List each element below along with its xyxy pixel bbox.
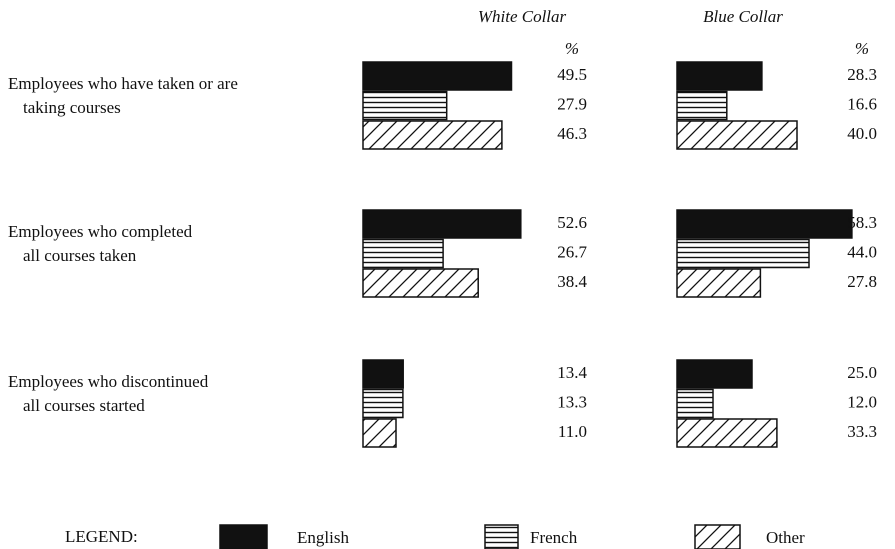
- unit-label: %: [855, 39, 869, 58]
- bar: [362, 359, 404, 389]
- bar: [362, 61, 513, 91]
- bar: [362, 388, 404, 419]
- bar: [676, 268, 762, 298]
- bar: [676, 238, 810, 269]
- bar: [676, 209, 853, 239]
- value-label: 52.6: [557, 213, 587, 232]
- legend-label: English: [297, 528, 349, 547]
- value-label: 27.9: [557, 94, 587, 113]
- bar: [676, 359, 753, 389]
- value-label: 38.4: [557, 272, 587, 291]
- value-label: 13.4: [557, 363, 587, 382]
- value-label: 28.3: [847, 65, 877, 84]
- panel-title: White Collar: [478, 7, 567, 26]
- category-label: all courses taken: [23, 246, 137, 265]
- unit-label: %: [565, 39, 579, 58]
- bar: [362, 418, 397, 448]
- value-label: 33.3: [847, 422, 877, 441]
- bar: [676, 120, 798, 150]
- value-label: 49.5: [557, 65, 587, 84]
- category-label: taking courses: [23, 98, 121, 117]
- panel-title: Blue Collar: [703, 7, 783, 26]
- bar: [676, 90, 728, 121]
- legend-label: French: [530, 528, 578, 547]
- value-label: 13.3: [557, 392, 587, 411]
- value-label: 12.0: [847, 392, 877, 411]
- legend-swatch: [219, 524, 268, 549]
- value-label: 11.0: [558, 422, 587, 441]
- category-label: Employees who discontinued: [8, 372, 209, 391]
- bar: [676, 61, 763, 91]
- value-label: 44.0: [847, 242, 877, 261]
- category-label: Employees who completed: [8, 222, 193, 241]
- legend-label: Other: [766, 528, 805, 547]
- bar: [362, 268, 479, 298]
- value-label: 46.3: [557, 124, 587, 143]
- value-label: 27.8: [847, 272, 877, 291]
- bar: [676, 418, 778, 448]
- bar: [362, 238, 444, 269]
- value-label: 26.7: [557, 242, 587, 261]
- bar: [362, 209, 522, 239]
- category-label: all courses started: [23, 396, 145, 415]
- bar: [676, 388, 714, 419]
- legend-swatch: [484, 524, 519, 549]
- value-label: 25.0: [847, 363, 877, 382]
- legend-swatch: [694, 524, 741, 549]
- value-label: 58.3: [847, 213, 877, 232]
- bar: [362, 120, 503, 150]
- category-label: Employees who have taken or are: [8, 74, 238, 93]
- value-label: 40.0: [847, 124, 877, 143]
- legend-title: LEGEND:: [65, 527, 138, 546]
- value-label: 16.6: [847, 94, 877, 113]
- bar: [362, 90, 448, 121]
